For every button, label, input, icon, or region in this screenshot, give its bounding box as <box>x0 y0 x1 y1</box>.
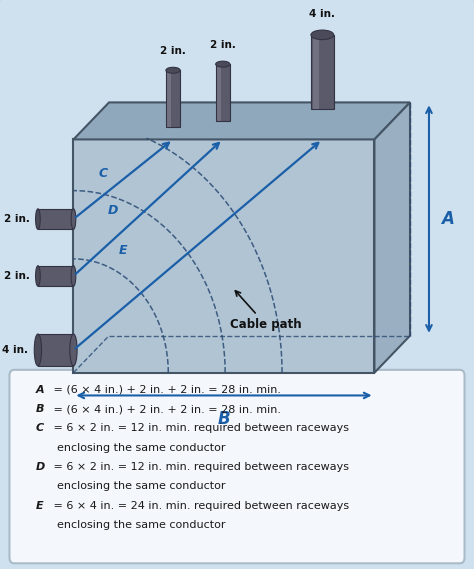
Polygon shape <box>73 139 374 373</box>
Text: A: A <box>36 385 44 395</box>
Polygon shape <box>374 102 410 373</box>
Text: Cable path: Cable path <box>229 291 301 331</box>
Polygon shape <box>73 102 410 139</box>
Bar <box>216 64 230 121</box>
Text: E: E <box>119 244 128 257</box>
Text: = 6 × 4 in. = 24 in. min. required between raceways: = 6 × 4 in. = 24 in. min. required betwe… <box>50 501 349 511</box>
Text: B: B <box>36 404 44 414</box>
Bar <box>313 35 319 109</box>
Ellipse shape <box>36 266 40 286</box>
Ellipse shape <box>34 334 42 366</box>
Text: 2 in.: 2 in. <box>160 46 186 56</box>
Text: = (6 × 4 in.) + 2 in. + 2 in. = 28 in. min.: = (6 × 4 in.) + 2 in. + 2 in. = 28 in. m… <box>50 404 281 414</box>
FancyBboxPatch shape <box>9 370 465 563</box>
Bar <box>38 334 73 366</box>
Ellipse shape <box>311 30 334 40</box>
Text: enclosing the same conductor: enclosing the same conductor <box>36 520 225 530</box>
Ellipse shape <box>70 334 77 366</box>
Text: B: B <box>218 410 230 428</box>
Text: = (6 × 4 in.) + 2 in. + 2 in. = 28 in. min.: = (6 × 4 in.) + 2 in. + 2 in. = 28 in. m… <box>50 385 281 395</box>
Text: 2 in.: 2 in. <box>4 214 30 224</box>
Bar <box>166 71 180 127</box>
Text: D: D <box>108 204 118 217</box>
Text: 2 in.: 2 in. <box>4 271 30 281</box>
Text: E: E <box>36 501 43 511</box>
Text: C: C <box>99 167 108 180</box>
Text: 4 in.: 4 in. <box>2 345 28 355</box>
Bar <box>38 209 73 229</box>
Bar <box>311 35 334 109</box>
Text: enclosing the same conductor: enclosing the same conductor <box>36 481 225 492</box>
Ellipse shape <box>36 209 40 229</box>
Ellipse shape <box>216 61 230 67</box>
Text: C: C <box>36 423 44 434</box>
Text: enclosing the same conductor: enclosing the same conductor <box>36 443 225 453</box>
Bar <box>167 71 171 127</box>
Bar <box>217 64 220 121</box>
Text: 2 in.: 2 in. <box>210 40 236 50</box>
Text: 4 in.: 4 in. <box>310 9 335 19</box>
Ellipse shape <box>71 209 76 229</box>
Ellipse shape <box>166 67 180 73</box>
Text: A: A <box>441 210 454 228</box>
Text: D: D <box>36 462 45 472</box>
Ellipse shape <box>71 266 76 286</box>
Text: = 6 × 2 in. = 12 in. min. required between raceways: = 6 × 2 in. = 12 in. min. required betwe… <box>50 462 349 472</box>
Text: = 6 × 2 in. = 12 in. min. required between raceways: = 6 × 2 in. = 12 in. min. required betwe… <box>50 423 349 434</box>
Bar <box>38 266 73 286</box>
